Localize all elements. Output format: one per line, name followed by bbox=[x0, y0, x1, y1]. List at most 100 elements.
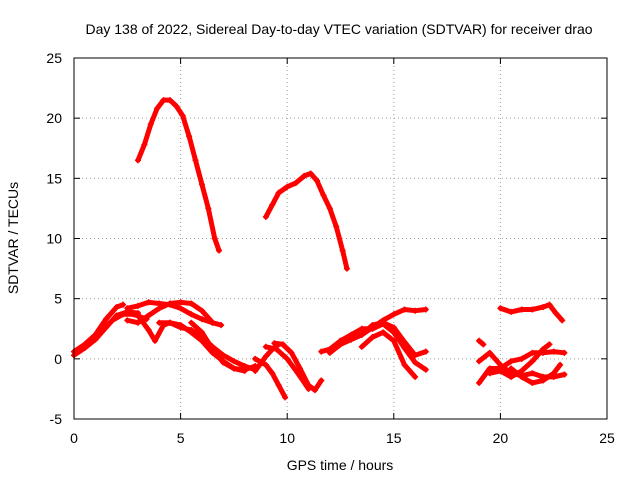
x-tick-label: 5 bbox=[177, 430, 185, 446]
data-point bbox=[209, 319, 216, 326]
series-arc-d4 bbox=[358, 329, 419, 380]
series-arc-a1 bbox=[71, 301, 127, 355]
data-point bbox=[147, 121, 154, 128]
data-point bbox=[156, 305, 163, 312]
data-point bbox=[296, 365, 303, 372]
data-point bbox=[540, 377, 547, 384]
series-trace bbox=[124, 299, 224, 328]
data-point bbox=[188, 319, 195, 326]
data-point bbox=[220, 352, 227, 359]
x-tick-label: 15 bbox=[386, 430, 402, 446]
data-point bbox=[292, 180, 299, 187]
data-point bbox=[145, 326, 152, 333]
series-arc-c3 bbox=[252, 355, 289, 401]
data-point bbox=[390, 311, 397, 318]
data-point bbox=[518, 355, 525, 362]
data-point bbox=[177, 324, 184, 331]
data-point bbox=[211, 235, 218, 242]
y-axis-label: SDTVAR / TECUs bbox=[5, 182, 21, 294]
series-trace bbox=[271, 340, 324, 393]
data-point bbox=[550, 370, 557, 377]
series-trace bbox=[71, 302, 126, 355]
data-point bbox=[508, 373, 515, 380]
series-trace bbox=[135, 97, 222, 253]
series-trace bbox=[359, 329, 418, 380]
data-point bbox=[177, 305, 184, 312]
data-point bbox=[120, 301, 127, 308]
data-point bbox=[77, 346, 84, 353]
x-tick-label: 0 bbox=[70, 430, 78, 446]
data-point bbox=[198, 329, 205, 336]
data-point bbox=[166, 97, 173, 104]
data-point bbox=[186, 133, 193, 140]
data-point bbox=[412, 307, 419, 314]
data-point bbox=[124, 317, 131, 324]
data-point bbox=[508, 365, 515, 372]
data-point bbox=[348, 331, 355, 338]
data-point bbox=[120, 311, 127, 318]
series-arc-e1 bbox=[476, 337, 487, 348]
data-point bbox=[508, 308, 515, 315]
data-point bbox=[369, 325, 376, 332]
data-point bbox=[326, 349, 333, 356]
data-point bbox=[141, 141, 148, 148]
data-point bbox=[301, 172, 308, 179]
data-point bbox=[192, 157, 199, 164]
data-point bbox=[179, 112, 186, 119]
data-point bbox=[282, 394, 289, 401]
data-point bbox=[412, 373, 419, 380]
data-point bbox=[320, 192, 327, 199]
data-point bbox=[337, 337, 344, 344]
data-point bbox=[529, 306, 536, 313]
data-point bbox=[529, 358, 536, 365]
x-tick-label: 25 bbox=[599, 430, 615, 446]
data-point bbox=[198, 316, 205, 323]
data-point bbox=[252, 367, 259, 374]
data-point bbox=[540, 304, 547, 311]
data-point bbox=[262, 361, 269, 368]
data-point bbox=[318, 348, 325, 355]
data-point bbox=[307, 170, 314, 177]
x-tick-label: 10 bbox=[279, 430, 295, 446]
data-point bbox=[476, 337, 483, 344]
series-trace bbox=[508, 362, 563, 386]
series-arc-e5 bbox=[486, 341, 553, 380]
y-tick-label: 10 bbox=[46, 231, 62, 247]
data-point bbox=[412, 352, 419, 359]
data-point bbox=[561, 371, 568, 378]
data-point bbox=[318, 377, 325, 384]
data-point bbox=[422, 348, 429, 355]
data-point bbox=[262, 343, 269, 350]
data-point bbox=[358, 325, 365, 332]
data-point bbox=[305, 385, 312, 392]
data-point bbox=[218, 322, 225, 329]
data-point bbox=[311, 387, 318, 394]
data-point bbox=[188, 300, 195, 307]
data-point bbox=[476, 379, 483, 386]
data-point bbox=[288, 349, 295, 356]
data-point bbox=[134, 312, 141, 319]
y-tick-label: 5 bbox=[54, 291, 62, 307]
data-point bbox=[422, 366, 429, 373]
data-point bbox=[412, 359, 419, 366]
data-point bbox=[279, 341, 286, 348]
series-arc-high-2 bbox=[262, 170, 350, 272]
data-point bbox=[220, 359, 227, 366]
data-point bbox=[177, 299, 184, 306]
data-point bbox=[480, 341, 487, 348]
data-point bbox=[358, 331, 365, 338]
x-tick-label: 20 bbox=[493, 430, 509, 446]
series-arc-c4 bbox=[271, 340, 325, 394]
data-point bbox=[557, 361, 564, 368]
data-point bbox=[518, 373, 525, 380]
series-arc-c1 bbox=[188, 319, 259, 373]
data-point bbox=[326, 205, 333, 212]
data-point bbox=[343, 265, 350, 272]
data-point bbox=[380, 329, 387, 336]
data-point bbox=[561, 349, 568, 356]
data-point bbox=[358, 343, 365, 350]
data-point bbox=[380, 320, 387, 327]
data-point bbox=[205, 205, 212, 212]
data-point bbox=[198, 181, 205, 188]
